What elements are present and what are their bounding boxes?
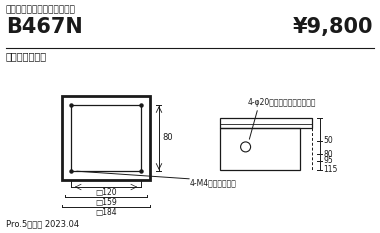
Text: 4-φ20通線用ノックアウト穴: 4-φ20通線用ノックアウト穴: [248, 98, 317, 107]
Bar: [220, 128, 300, 170]
Text: Pro.5改訂版 2023.04: Pro.5改訂版 2023.04: [6, 219, 79, 228]
Text: 95: 95: [323, 156, 333, 165]
Text: B467N: B467N: [6, 17, 83, 37]
Text: ¥9,800: ¥9,800: [293, 17, 373, 37]
Text: □120: □120: [95, 188, 117, 197]
Bar: [220, 118, 312, 128]
Text: 115: 115: [323, 165, 337, 175]
Bar: [62, 96, 150, 180]
Text: フラット施工用取付ボックス: フラット施工用取付ボックス: [6, 5, 76, 14]
Text: 80: 80: [323, 150, 332, 159]
Text: 亜鉛メッキ鋼板: 亜鉛メッキ鋼板: [6, 51, 47, 61]
Bar: [71, 105, 141, 171]
Text: 50: 50: [323, 136, 333, 145]
Text: □184: □184: [95, 208, 117, 217]
Text: □159: □159: [95, 198, 117, 207]
Text: 4-M4器具取付用穴: 4-M4器具取付用穴: [190, 178, 237, 187]
Text: 80: 80: [162, 134, 173, 143]
